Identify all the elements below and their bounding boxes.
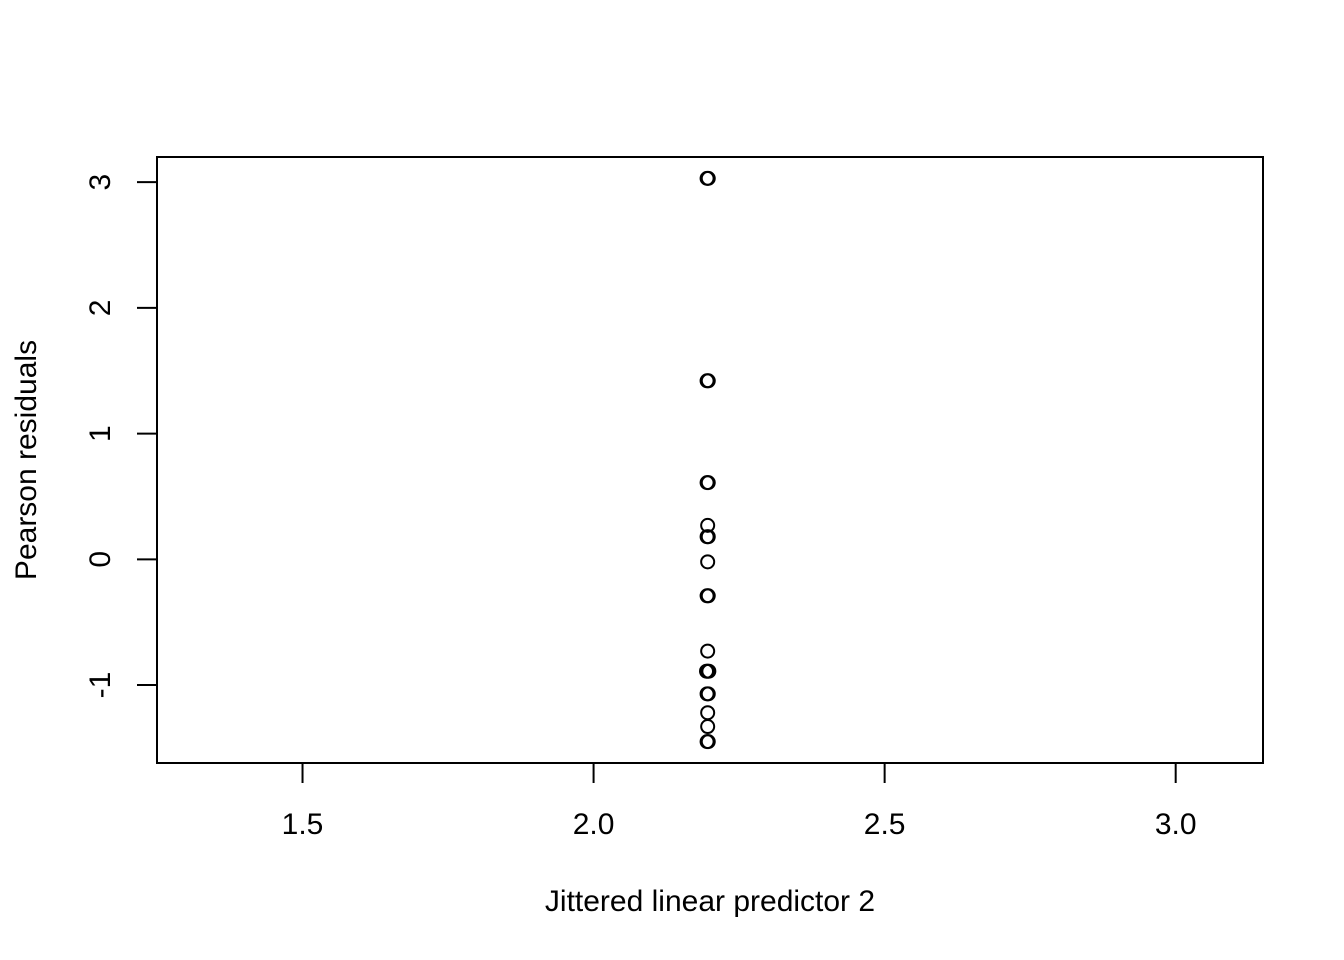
x-tick-label: 2.0 <box>573 808 615 841</box>
data-point <box>700 554 716 570</box>
y-axis: -1 0 1 2 3 <box>84 174 158 699</box>
data-point <box>700 529 716 545</box>
plot-frame <box>156 156 1264 764</box>
data-point <box>700 170 716 186</box>
x-axis: 1.5 2.0 2.5 3.0 <box>282 762 1197 841</box>
data-point <box>700 734 716 750</box>
y-tick-label: 1 <box>84 425 117 442</box>
y-tick-label: 2 <box>84 300 117 317</box>
data-point <box>700 373 716 389</box>
y-axis-label: Pearson residuals <box>10 340 43 580</box>
data-point <box>700 475 716 491</box>
data-point <box>700 517 716 533</box>
data-point <box>700 719 716 735</box>
data-point <box>701 663 717 679</box>
data-point <box>700 705 716 721</box>
x-tick-label: 1.5 <box>282 808 324 841</box>
y-tick-label: -1 <box>84 672 117 699</box>
x-axis-label: Jittered linear predictor 2 <box>545 885 875 918</box>
x-tick-label: 2.5 <box>864 808 906 841</box>
x-tick-label: 3.0 <box>1155 808 1197 841</box>
data-points <box>699 170 717 750</box>
y-tick-label: 0 <box>84 551 117 568</box>
data-point <box>700 686 716 702</box>
data-point <box>700 643 716 659</box>
data-point <box>700 588 716 604</box>
y-tick-label: 3 <box>84 174 117 191</box>
